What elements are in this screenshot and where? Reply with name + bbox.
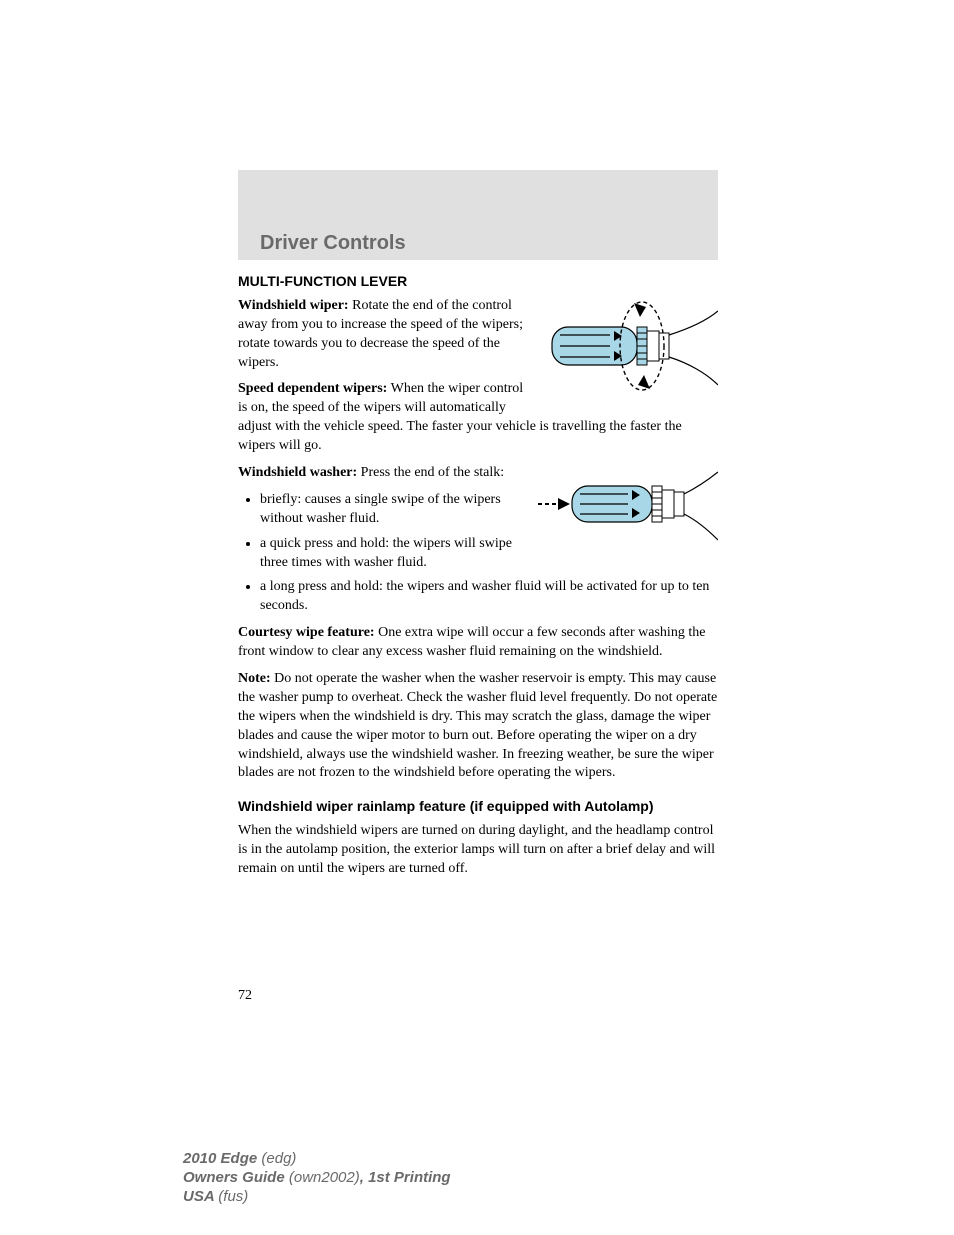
- wiper-label: Windshield wiper:: [238, 298, 349, 313]
- note-para: Note: Do not operate the washer when the…: [238, 670, 718, 783]
- footer-guide: Owners Guide: [183, 1169, 289, 1186]
- bullet-item: a long press and hold: the wipers and wa…: [260, 578, 718, 616]
- wiper-rotate-figure: [538, 297, 718, 404]
- rainlamp-para: When the windshield wipers are turned on…: [238, 822, 718, 879]
- page-number: 72: [238, 988, 252, 1004]
- footer-model-code: (edg): [261, 1150, 296, 1167]
- speed-label: Speed dependent wipers:: [238, 381, 387, 396]
- lever-push-icon: [538, 464, 718, 544]
- footer-printing: , 1st Printing: [360, 1169, 451, 1186]
- note-label: Note:: [238, 671, 271, 686]
- chapter-title: Driver Controls: [260, 232, 406, 255]
- section-heading: MULTI-FUNCTION LEVER: [238, 272, 718, 291]
- footer-region: USA: [183, 1188, 218, 1205]
- washer-label: Windshield washer:: [238, 465, 357, 480]
- footer: 2010 Edge (edg) Owners Guide (own2002), …: [183, 1150, 451, 1206]
- footer-guide-code: (own2002): [289, 1169, 360, 1186]
- washer-text: Press the end of the stalk:: [357, 465, 504, 480]
- footer-line-3: USA (fus): [183, 1188, 451, 1207]
- footer-model: 2010 Edge: [183, 1150, 261, 1167]
- rainlamp-heading: Windshield wiper rainlamp feature (if eq…: [238, 797, 718, 816]
- wiper-push-figure: [538, 464, 718, 551]
- courtesy-label: Courtesy wipe feature:: [238, 625, 375, 640]
- washer-block: Windshield washer: Press the end of the …: [238, 464, 718, 624]
- note-text: Do not operate the washer when the washe…: [238, 671, 717, 780]
- footer-line-2: Owners Guide (own2002), 1st Printing: [183, 1169, 451, 1188]
- courtesy-para: Courtesy wipe feature: One extra wipe wi…: [238, 624, 718, 662]
- page-content: MULTI-FUNCTION LEVER: [238, 270, 718, 887]
- footer-line-1: 2010 Edge (edg): [183, 1150, 451, 1169]
- footer-region-code: (fus): [218, 1188, 248, 1205]
- wiper-intro-block: Windshield wiper: Rotate the end of the …: [238, 297, 718, 464]
- lever-rotate-icon: [538, 297, 718, 397]
